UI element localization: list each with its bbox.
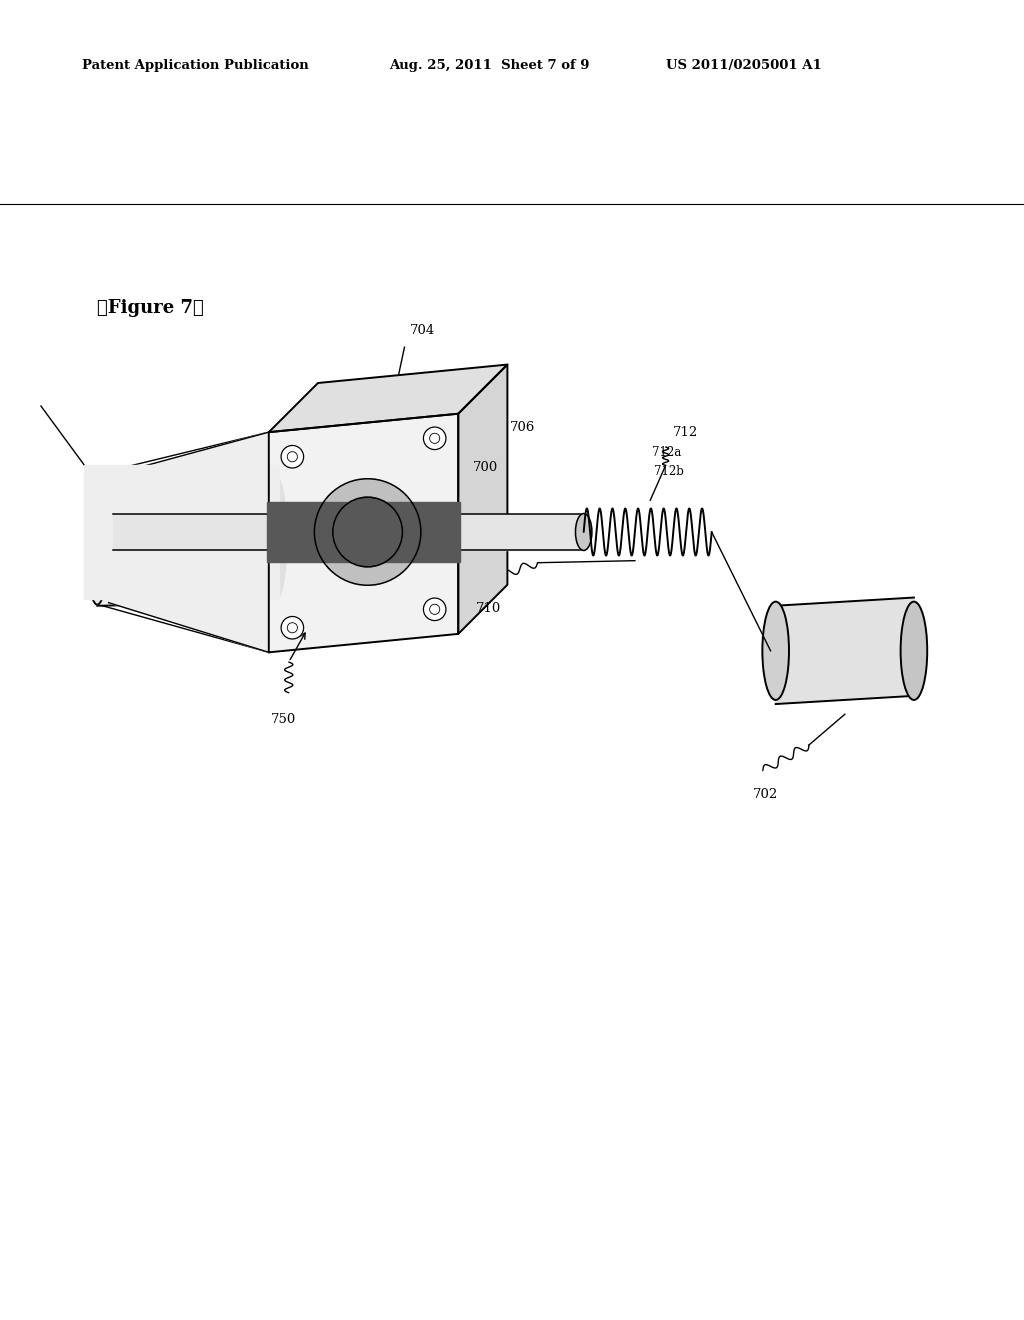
Circle shape xyxy=(314,479,421,585)
Text: 712a: 712a xyxy=(652,446,682,459)
Circle shape xyxy=(281,616,303,639)
Circle shape xyxy=(333,498,402,566)
Text: 702: 702 xyxy=(753,788,778,801)
Ellipse shape xyxy=(762,602,790,700)
Polygon shape xyxy=(97,473,276,606)
Text: 710: 710 xyxy=(476,602,502,615)
Text: 700: 700 xyxy=(473,461,499,474)
Polygon shape xyxy=(268,413,459,652)
Ellipse shape xyxy=(901,602,928,700)
Ellipse shape xyxy=(266,477,287,599)
Polygon shape xyxy=(109,432,268,652)
Circle shape xyxy=(281,445,303,469)
Text: 712b: 712b xyxy=(654,465,684,478)
Circle shape xyxy=(424,428,446,450)
Polygon shape xyxy=(113,513,584,550)
Text: 704: 704 xyxy=(410,323,435,337)
Circle shape xyxy=(424,598,446,620)
Polygon shape xyxy=(266,503,461,561)
Text: Patent Application Publication: Patent Application Publication xyxy=(82,58,308,71)
Ellipse shape xyxy=(86,471,109,605)
Text: US 2011/0205001 A1: US 2011/0205001 A1 xyxy=(666,58,821,71)
Text: 750: 750 xyxy=(271,713,296,726)
Polygon shape xyxy=(84,466,279,598)
Polygon shape xyxy=(459,364,508,634)
Text: Aug. 25, 2011  Sheet 7 of 9: Aug. 25, 2011 Sheet 7 of 9 xyxy=(389,58,590,71)
Polygon shape xyxy=(776,598,913,704)
Ellipse shape xyxy=(575,513,592,550)
Text: 712: 712 xyxy=(673,426,698,438)
Text: 【Figure 7】: 【Figure 7】 xyxy=(97,298,204,317)
Text: 706: 706 xyxy=(510,421,535,434)
Polygon shape xyxy=(268,364,508,432)
